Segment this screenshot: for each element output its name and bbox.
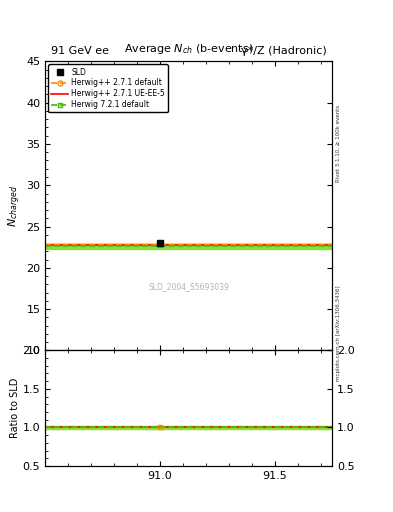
Legend: SLD, Herwig++ 2.7.1 default, Herwig++ 2.7.1 UE-EE-5, Herwig 7.2.1 default: SLD, Herwig++ 2.7.1 default, Herwig++ 2.… bbox=[48, 65, 168, 112]
Y-axis label: $N_{charged}$: $N_{charged}$ bbox=[7, 185, 24, 227]
Y-axis label: Ratio to SLD: Ratio to SLD bbox=[10, 378, 20, 438]
Text: Average $N_{ch}$ (b-events): Average $N_{ch}$ (b-events) bbox=[124, 41, 253, 56]
Text: γ*/Z (Hadronic): γ*/Z (Hadronic) bbox=[241, 46, 326, 56]
Text: Rivet 3.1.10, ≥ 100k events: Rivet 3.1.10, ≥ 100k events bbox=[336, 105, 341, 182]
Text: 91 GeV ee: 91 GeV ee bbox=[51, 46, 109, 56]
Text: SLD_2004_S5693039: SLD_2004_S5693039 bbox=[148, 282, 229, 291]
Text: mcplots.cern.ch [arXiv:1306.3436]: mcplots.cern.ch [arXiv:1306.3436] bbox=[336, 285, 341, 380]
